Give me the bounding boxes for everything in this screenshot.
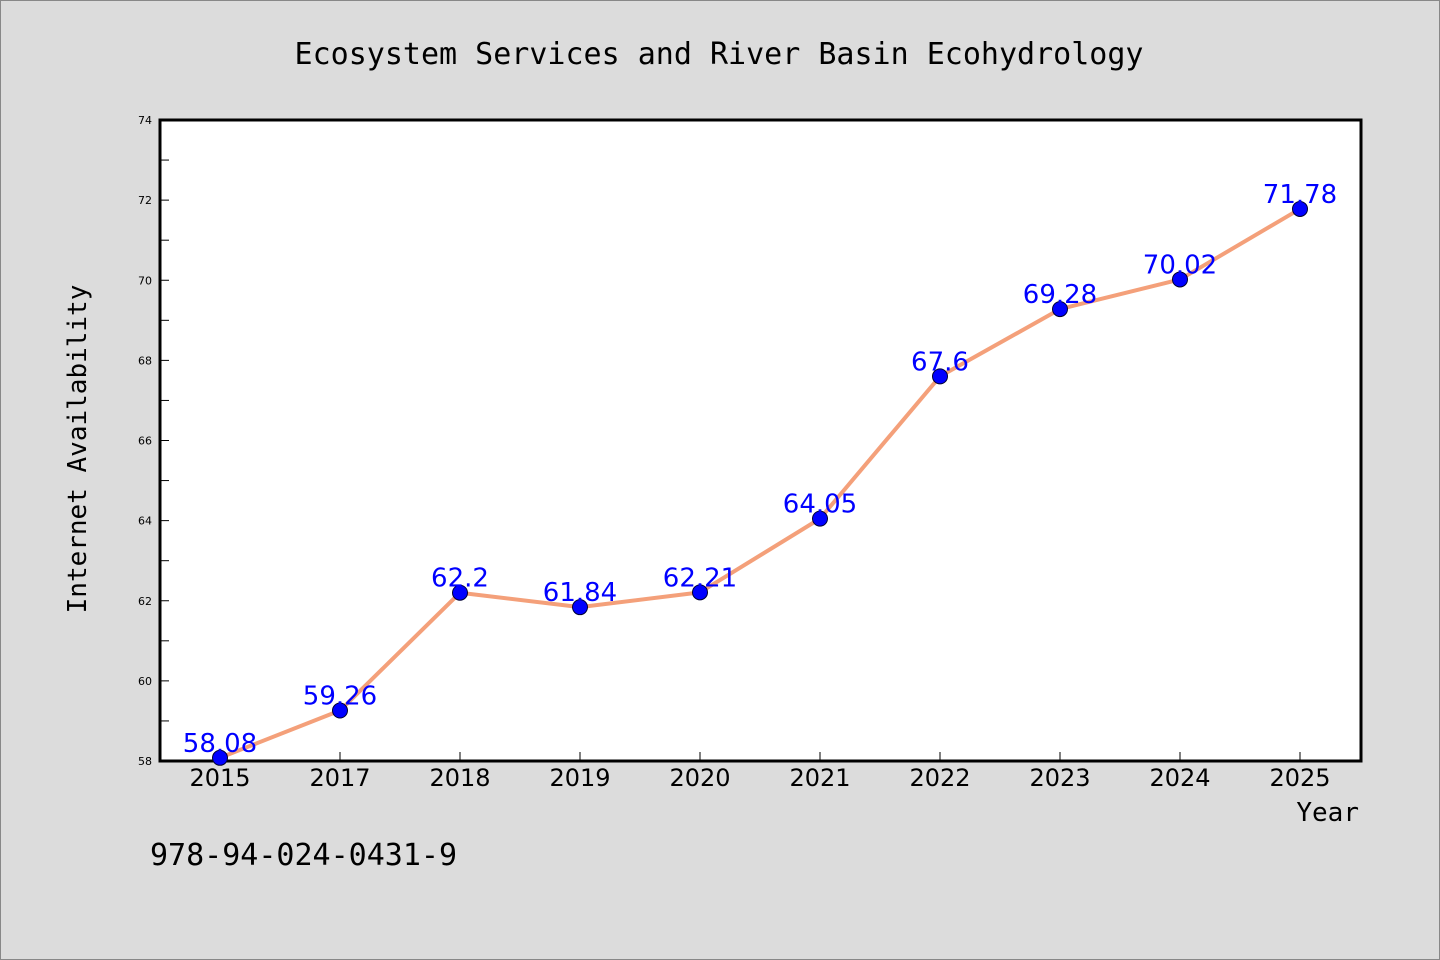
y-tick-label: 60	[138, 675, 152, 688]
series-line-group	[212, 200, 1308, 766]
data-label: 61.84	[543, 578, 617, 608]
data-label: 67.6	[911, 347, 969, 377]
y-tick-label: 62	[138, 595, 152, 608]
data-point-marker	[1292, 200, 1308, 217]
x-tick-label: 2020	[669, 764, 730, 792]
data-label: 62.2	[431, 564, 489, 594]
x-tick-label: 2021	[789, 764, 850, 792]
y-tick-label: 66	[138, 435, 152, 448]
data-label: 71.78	[1263, 180, 1337, 210]
x-tick-label: 2018	[429, 764, 490, 792]
data-point-marker	[452, 584, 468, 601]
chart-title: Ecosystem Services and River Basin Ecohy…	[295, 37, 1144, 72]
x-tick-label: 2017	[309, 764, 370, 792]
x-tick-label: 2019	[549, 764, 610, 792]
y-axis-ticks: 58 60 62 64 66 68 70 72 74	[138, 114, 169, 768]
y-tick-label: 64	[138, 515, 152, 528]
data-point-marker	[692, 584, 708, 601]
data-point-marker	[932, 368, 948, 385]
data-point-marker	[812, 510, 828, 527]
data-label: 58.08	[183, 729, 257, 759]
y-tick-label: 74	[138, 114, 152, 127]
isbn-text: 978-94-024-0431-9	[150, 838, 457, 873]
data-labels-group: 58.08 59.26 62.2 61.84 62.21 64.05 67.6 69.28 70…	[183, 180, 1337, 759]
x-axis-label: Year	[1296, 798, 1359, 828]
y-tick-label: 68	[138, 354, 152, 367]
data-label: 64.05	[783, 490, 857, 520]
data-point-marker	[332, 702, 348, 719]
y-tick-label: 58	[138, 755, 152, 768]
data-point-marker	[1052, 301, 1068, 318]
data-label: 62.21	[663, 563, 737, 593]
x-tick-label: 2025	[1269, 764, 1330, 792]
x-tick-label: 2015	[189, 764, 250, 792]
data-label: 59.26	[303, 682, 377, 712]
x-tick-label: 2023	[1029, 764, 1090, 792]
data-point-marker	[572, 599, 588, 616]
data-point-marker	[212, 749, 228, 766]
y-axis-label: Internet Availability	[63, 285, 93, 614]
y-tick-label: 70	[138, 274, 152, 287]
data-point-marker	[1172, 271, 1188, 288]
data-label: 70.02	[1143, 250, 1217, 280]
x-axis-ticks: 2015 2017 2018 2019 2020 2021 2022 2023 2024 2025	[189, 752, 1331, 792]
x-tick-label: 2024	[1149, 764, 1210, 792]
data-label: 69.28	[1023, 280, 1097, 310]
plot-area	[158, 118, 1363, 763]
series-line	[219, 207, 1302, 760]
y-tick-label: 72	[138, 194, 152, 207]
x-tick-label: 2022	[909, 764, 970, 792]
